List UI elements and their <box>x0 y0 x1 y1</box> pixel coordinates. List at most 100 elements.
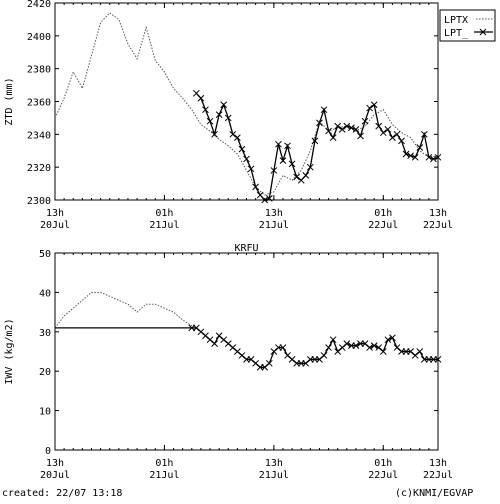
chart1-data-point-marker <box>320 106 328 114</box>
chart1-data-point-marker <box>215 111 223 118</box>
chart1-data-point-marker <box>338 126 346 133</box>
chart1-data-point-marker <box>434 153 442 161</box>
chart2-xtick-label-time: 01h <box>155 458 173 469</box>
chart1-data-point-marker <box>270 167 278 174</box>
chart1-data-point-marker <box>229 130 237 138</box>
chart1-data-point-marker <box>348 124 355 132</box>
chart2-data-point-marker <box>370 342 378 349</box>
chart1-data-point-marker <box>407 152 414 160</box>
chart1-xtick-label-time: 13h <box>429 208 447 219</box>
chart1-xtick-label-time: 13h <box>46 208 64 219</box>
chart1-xtick-label-time: 13h <box>265 208 283 219</box>
chart1-data-point-marker <box>197 94 205 102</box>
chart2-data-point-marker <box>352 342 360 349</box>
chart1-data-point-marker <box>316 119 323 127</box>
chart2-data-point-marker <box>329 336 337 344</box>
chart2-xtick-label-time: 01h <box>374 458 392 469</box>
chart1-data-point-marker <box>384 126 392 133</box>
chart1-data-point-marker <box>220 101 228 109</box>
chart1-data-point-marker <box>402 150 410 158</box>
chart1-data-point-marker <box>420 130 428 138</box>
chart1-legend-label: LPTX <box>444 15 468 26</box>
chart1-data-point-marker <box>370 101 378 109</box>
chart2-plot-frame <box>54 252 439 451</box>
chart1-data-point-marker <box>224 114 232 122</box>
chart2-ytick-label: 0 <box>45 446 51 457</box>
chart1-data-point-marker <box>284 142 291 150</box>
chart1-data-point-marker <box>306 163 314 171</box>
chart1-data-point-marker <box>247 165 255 173</box>
chart2-data-point-marker <box>379 348 387 355</box>
chart2-xtick-label-date: 22Jul <box>368 470 398 481</box>
chart2-data-point-marker <box>265 359 273 367</box>
chart1-xtick-label-date: 20Jul <box>40 220 70 231</box>
chart2-xtick-label-time: 13h <box>265 458 283 469</box>
chart1-data-point-marker <box>279 157 287 164</box>
chart1-data-point-marker <box>288 160 296 168</box>
chart2-series-lptx-line <box>54 291 193 329</box>
chart1-ytick-label: 2340 <box>27 130 51 141</box>
chart1-data-point-marker <box>202 106 209 114</box>
chart1-series-lptx-line <box>54 12 439 196</box>
created-timestamp: created: 22/07 13:18 <box>2 488 123 499</box>
chart1-data-point-marker <box>234 134 241 141</box>
chart2-xtick-label-time: 13h <box>46 458 64 469</box>
chart1-data-point-marker <box>398 137 405 145</box>
chart1-data-point-marker <box>206 117 214 125</box>
chart2-ytick-label: 40 <box>39 288 51 299</box>
chart2-data-point-marker <box>343 340 351 347</box>
chart1-data-point-marker <box>361 117 369 125</box>
chart1-y-axis-label: ZTD (mm) <box>4 77 15 125</box>
chart1-data-point-marker <box>430 155 437 163</box>
chart2-y-axis-label: IWV (kg/m2) <box>4 318 15 384</box>
chart1-xtick-label-date: 22Jul <box>368 220 398 231</box>
chart1-data-point-marker <box>311 137 319 145</box>
chart2-data-point-marker <box>366 344 373 351</box>
chart1-xtick-label-date: 22Jul <box>423 220 453 231</box>
chart1-data-point-marker <box>357 132 364 140</box>
chart2-series-lpt-line <box>55 327 438 368</box>
chart1-data-point-marker <box>211 130 218 138</box>
chart2-xtick-label-date: 20Jul <box>40 470 70 481</box>
chart2-data-point-marker <box>211 340 218 347</box>
chart1-data-point-marker <box>334 122 342 130</box>
chart2-data-point-marker <box>384 336 392 344</box>
chart2-ytick-label: 10 <box>39 407 51 418</box>
chart1-ytick-label: 2400 <box>27 32 51 43</box>
chart1-data-point-marker <box>238 145 246 153</box>
chart1-data-point-marker <box>325 127 332 135</box>
chart2-xtick-label-time: 13h <box>429 458 447 469</box>
chart1-data-point-marker <box>329 134 337 141</box>
chart1-data-point-marker <box>416 144 424 151</box>
chart1-legend-box <box>439 9 496 42</box>
chart1-ytick-label: 2320 <box>27 163 51 174</box>
chart1-data-point-marker <box>425 153 433 161</box>
chart1-xtick-label-time: 01h <box>374 208 392 219</box>
copyright-credit: (c)KNMI/EGVAP <box>395 488 474 499</box>
chart2-xtick-label-date: 21Jul <box>259 470 289 481</box>
chart2-data-point-marker <box>434 356 442 363</box>
chart1-ytick-label: 2300 <box>27 196 51 207</box>
chart1-legend-label: LPT_ <box>444 28 469 39</box>
chart1-data-point-marker <box>243 155 250 163</box>
chart1-ytick-label: 2420 <box>27 0 51 10</box>
chart1-ytick-label: 2360 <box>27 98 51 109</box>
chart1-plot-frame <box>54 2 439 201</box>
chart1-data-point-marker <box>375 122 383 130</box>
chart1-data-point-marker <box>261 196 269 204</box>
chart2-data-point-marker <box>325 344 332 351</box>
chart1-xtick-label-time: 01h <box>155 208 173 219</box>
chart1-data-point-marker <box>366 104 373 112</box>
chart1-data-point-marker <box>379 129 387 137</box>
chart1-series-lpt-line <box>195 92 439 201</box>
chart1-data-point-marker <box>302 172 310 179</box>
chart2-data-point-marker <box>416 348 424 355</box>
chart1-data-point-marker <box>252 183 259 191</box>
chart1-legend-marker <box>479 28 487 36</box>
chart1-xtick-label-date: 21Jul <box>259 220 289 231</box>
chart2-ytick-label: 20 <box>39 367 51 378</box>
chart2-xtick-label-date: 21Jul <box>149 470 179 481</box>
chart1-data-point-marker <box>411 153 419 161</box>
